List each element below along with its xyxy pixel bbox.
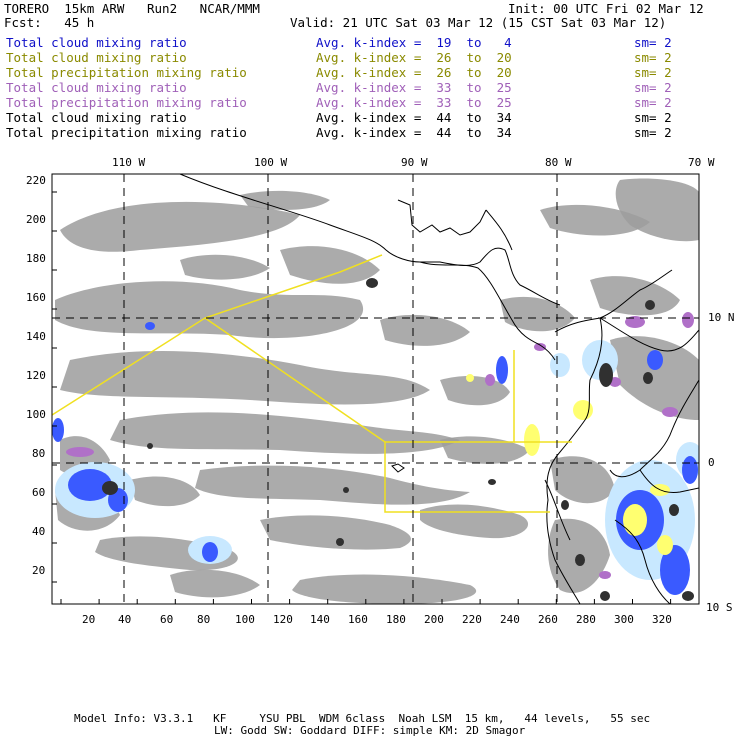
legend-field-6: Total cloud mixing ratio <box>6 110 187 125</box>
lon-label-110w: 110 W <box>112 156 146 169</box>
x-tick-label: 300 <box>614 613 634 626</box>
x-tick-label: 240 <box>500 613 520 626</box>
lat-label-10s: 10 S <box>706 601 733 614</box>
legend-sm-2: sm= 2 <box>634 50 672 65</box>
y-tick-label: 60 <box>32 486 46 499</box>
valid-time: Valid: 21 UTC Sat 03 Mar 12 (15 CST Sat … <box>290 15 667 30</box>
x-tick-label: 40 <box>118 613 132 626</box>
x-tick-label: 200 <box>424 613 444 626</box>
coastline <box>179 174 699 604</box>
legend-sm-3: sm= 2 <box>634 65 672 80</box>
cloud-field-gray <box>55 178 699 604</box>
legend-sm-4: sm= 2 <box>634 80 672 95</box>
legend-kindex-5: Avg. k-index = 33 to 25 <box>316 95 512 110</box>
cloud-field-black <box>102 278 694 601</box>
legend-field-5: Total precipitation mixing ratio <box>6 95 247 110</box>
legend-sm-5: sm= 2 <box>634 95 672 110</box>
y-tick-label: 100 <box>26 408 46 421</box>
y-tick-label: 180 <box>26 252 46 265</box>
lon-label-100w: 100 W <box>254 156 288 169</box>
lat-label-10n: 10 N <box>708 311 735 324</box>
domain-boundary <box>52 254 572 513</box>
legend-field-7: Total precipitation mixing ratio <box>6 125 247 140</box>
x-tick-label: 100 <box>235 613 255 626</box>
legend-kindex-3: Avg. k-index = 26 to 20 <box>316 65 512 80</box>
physics-info: LW: Godd SW: Goddard DIFF: simple KM: 2D… <box>214 724 526 737</box>
legend-sm-1: sm= 2 <box>634 35 672 50</box>
plot-frame <box>51 173 700 605</box>
x-tick-label: 20 <box>82 613 96 626</box>
legend-field-2: Total cloud mixing ratio <box>6 50 187 65</box>
legend-kindex-1: Avg. k-index = 19 to 4 <box>316 35 512 50</box>
y-tick-label: 40 <box>32 525 46 538</box>
lon-label-70w: 70 W <box>688 156 715 169</box>
y-tick-label: 140 <box>26 330 46 343</box>
tick-marks <box>52 174 699 604</box>
x-tick-label: 60 <box>160 613 174 626</box>
legend-kindex-4: Avg. k-index = 33 to 25 <box>316 80 512 95</box>
x-tick-label: 280 <box>576 613 596 626</box>
legend-sm-6: sm= 2 <box>634 110 672 125</box>
lat-lon-grid <box>52 174 699 604</box>
legend-kindex-6: Avg. k-index = 44 to 34 <box>316 110 512 125</box>
legend-sm-7: sm= 2 <box>634 125 672 140</box>
cloud-field-purple <box>66 312 694 579</box>
model-title: TORERO 15km ARW Run2 NCAR/MMM <box>4 1 260 16</box>
legend-field-3: Total precipitation mixing ratio <box>6 65 247 80</box>
model-info: Model Info: V3.3.1 KF YSU PBL WDM 6class… <box>74 712 651 725</box>
legend-kindex-7: Avg. k-index = 44 to 34 <box>316 125 512 140</box>
x-tick-label: 320 <box>652 613 672 626</box>
x-tick-label: 140 <box>310 613 330 626</box>
y-tick-label: 200 <box>26 213 46 226</box>
y-tick-label: 20 <box>32 564 46 577</box>
lat-label-0: 0 <box>708 456 715 469</box>
x-tick-label: 220 <box>462 613 482 626</box>
x-tick-label: 180 <box>386 613 406 626</box>
y-tick-label: 160 <box>26 291 46 304</box>
x-tick-label: 80 <box>197 613 211 626</box>
forecast-hour: Fcst: 45 h <box>4 15 95 30</box>
x-tick-label: 260 <box>538 613 558 626</box>
y-tick-label: 80 <box>32 447 46 460</box>
lon-label-90w: 90 W <box>401 156 428 169</box>
y-tick-label: 120 <box>26 369 46 382</box>
legend-field-1: Total cloud mixing ratio <box>6 35 187 50</box>
init-time: Init: 00 UTC Fri 02 Mar 12 <box>508 1 704 16</box>
y-tick-label: 220 <box>26 174 46 187</box>
x-tick-label: 160 <box>348 613 368 626</box>
legend-field-4: Total cloud mixing ratio <box>6 80 187 95</box>
legend-kindex-2: Avg. k-index = 26 to 20 <box>316 50 512 65</box>
lon-label-80w: 80 W <box>545 156 572 169</box>
x-tick-label: 120 <box>273 613 293 626</box>
